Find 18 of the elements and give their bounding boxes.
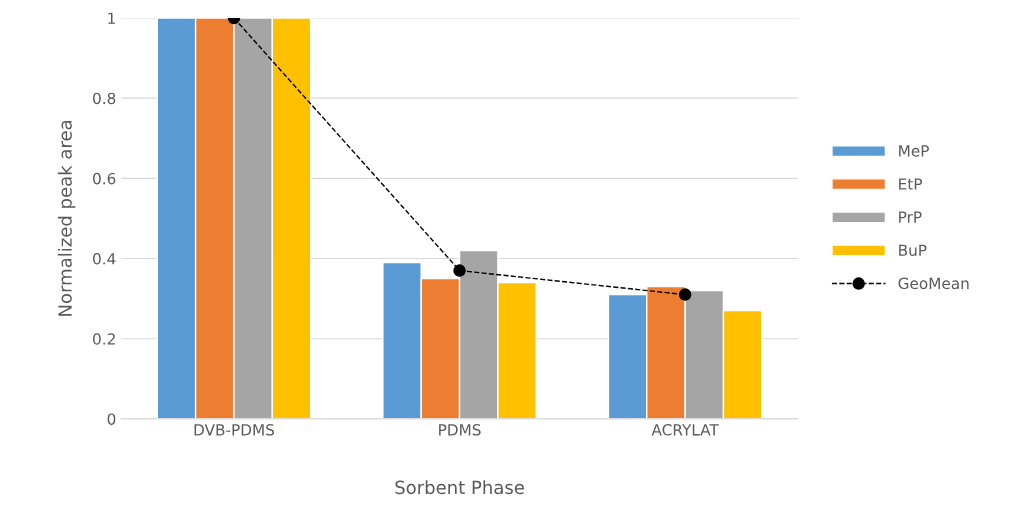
point	[678, 288, 692, 301]
y-tick-label: 0.6	[93, 172, 116, 185]
y-tick-label: 0.8	[93, 92, 116, 105]
legend-label: GeoMean	[898, 277, 969, 290]
x-tick-label: ACRYLAT	[651, 424, 719, 436]
y-tick-label: 0.2	[93, 333, 115, 345]
x-axis-title: Sorbent Phase	[395, 480, 524, 495]
y-tick-label: 0.4	[93, 253, 116, 265]
legend-label: BuP	[899, 244, 927, 256]
legend-label: PrP	[899, 211, 922, 223]
x-tick-label: DVB-PDMS	[194, 424, 275, 436]
x-tick-label: PDMS	[439, 424, 481, 436]
legend-label: EtP	[899, 178, 922, 190]
y-tick-label: 0	[107, 413, 116, 425]
legend-label: MeP	[899, 145, 929, 157]
point	[453, 264, 466, 277]
y-tick-label: 1	[108, 12, 115, 24]
y-axis-title: Normalized peak area	[57, 120, 76, 316]
